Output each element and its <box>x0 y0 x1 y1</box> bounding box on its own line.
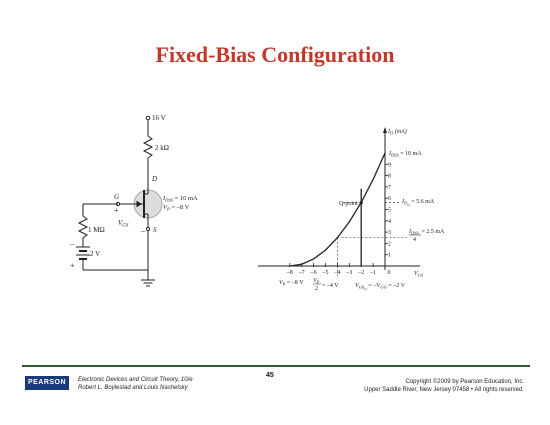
circuit-diagram <box>76 116 162 286</box>
y-tick-label: 6 <box>388 196 391 202</box>
battery-minus-sign: – <box>69 239 75 248</box>
copyright-notice: Copyright ©2009 by Pearson Education, In… <box>364 378 524 394</box>
quarter-idss-annotation: IDSS = 2.5 mA <box>408 229 445 236</box>
rg-label: 1 MΩ <box>88 226 105 234</box>
y-tick-label: 5 <box>388 208 391 214</box>
vdd-label: 16 V <box>152 114 166 122</box>
y-tick-label: 3 <box>388 230 391 236</box>
vgsq-annotation: VGSQ = –VGG = –2 V <box>355 283 406 291</box>
x-tick-label: –7 <box>298 270 305 276</box>
y-tick-label: 4 <box>388 219 391 225</box>
vgg-label: 2 V <box>90 250 100 258</box>
x-tick-label: 0 <box>388 270 391 276</box>
x-tick-label: –3 <box>345 270 352 276</box>
rd-label: 2 kΩ <box>155 144 169 152</box>
gate-plus-sign: + <box>114 206 119 215</box>
y-tick-label: 9 <box>388 162 391 168</box>
publisher-logo: PEARSON <box>25 376 69 390</box>
x-tick-label: –5 <box>322 270 329 276</box>
rd-resistor <box>144 136 152 158</box>
source-label: S <box>153 226 157 234</box>
vdd-terminal <box>146 116 150 120</box>
x-tick-label: –6 <box>310 270 317 276</box>
q-point-marker <box>360 201 363 204</box>
x-tick-label: –8 <box>286 270 293 276</box>
y-tick-label: 1 <box>388 253 391 259</box>
book-authors: Robert L. Boylestad and Louis Nashelsky <box>78 384 193 392</box>
page-number: 45 <box>266 372 274 379</box>
half-vp-value: = –4 V <box>322 283 339 289</box>
x-tick-label: –4 <box>333 270 340 276</box>
quarter-idss-denominator: 4 <box>413 237 416 243</box>
source-minus-sign: – <box>140 226 146 235</box>
transfer-curve <box>290 153 385 266</box>
y-tick-label: 2 <box>388 241 391 247</box>
source-terminal <box>146 227 149 230</box>
book-citation: Electronic Devices and Circuit Theory, 1… <box>78 376 193 392</box>
y-tick-label: 7 <box>388 185 391 191</box>
idq-annotation: IDQ = 5.6 mA <box>401 199 435 207</box>
q-point-label: Q-point <box>339 201 358 207</box>
idss-annotation: IDSS = 10 mA <box>388 151 422 158</box>
x-tick-label: –1 <box>369 270 376 276</box>
footer-divider <box>22 365 530 367</box>
x-axis-label: VGS <box>414 271 424 278</box>
y-tick-label: 8 <box>388 174 391 180</box>
rg-resistor <box>79 216 87 238</box>
half-vp-numerator: VP <box>313 278 320 285</box>
x-tick-label: –2 <box>357 270 364 276</box>
jfet-idss-spec: IDSS = 10 mA <box>162 195 198 203</box>
vp-annotation: VP = –8 V <box>279 280 304 287</box>
vgs-label: VGS <box>118 219 129 229</box>
rights-line: Upper Saddle River, New Jersey 07458 • A… <box>364 386 524 394</box>
battery-plus-sign: + <box>70 261 75 270</box>
half-vp-denominator: 2 <box>315 286 318 292</box>
copyright-line: Copyright ©2009 by Pearson Education, In… <box>364 378 524 386</box>
y-axis-arrow <box>383 127 387 133</box>
jfet-vp-spec: VP = –8 V <box>163 204 190 212</box>
drain-label: D <box>151 175 157 183</box>
y-axis-label: ID (mA) <box>387 128 407 136</box>
gate-label: G <box>114 193 119 201</box>
book-title: Electronic Devices and Circuit Theory, 1… <box>78 376 193 384</box>
